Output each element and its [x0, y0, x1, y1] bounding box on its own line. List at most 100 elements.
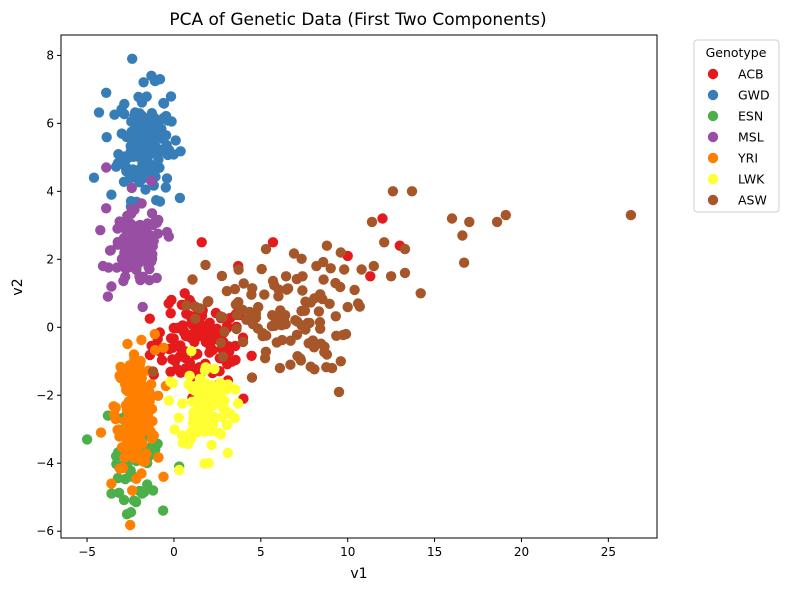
legend-marker-asw — [707, 194, 719, 206]
data-point-lwk — [200, 362, 211, 373]
data-point-msl — [161, 226, 173, 238]
data-point-asw — [181, 300, 192, 311]
data-point-acb — [181, 308, 192, 319]
data-point-asw — [311, 260, 322, 272]
y-tick-label: 4 — [46, 184, 54, 198]
data-point-asw — [219, 326, 230, 337]
data-point-lwk — [206, 423, 218, 434]
data-point-yri — [134, 365, 145, 376]
data-point-asw — [285, 359, 296, 370]
data-point-asw — [285, 335, 296, 346]
data-point-asw — [339, 264, 350, 275]
data-point-msl — [106, 281, 117, 292]
data-point-msl — [126, 182, 137, 194]
data-point-asw — [278, 316, 289, 327]
data-point-gwd — [116, 104, 127, 115]
data-point-asw — [297, 285, 308, 296]
data-point-esn — [113, 487, 125, 498]
data-point-asw — [313, 306, 325, 317]
data-point-msl — [124, 220, 135, 232]
data-point-gwd — [88, 172, 100, 183]
data-point-asw — [231, 323, 242, 335]
legend-label-lwk: LWK — [738, 172, 765, 187]
data-point-lwk — [188, 413, 199, 424]
data-point-msl — [137, 271, 149, 282]
data-point-asw — [246, 289, 257, 300]
data-point-asw — [333, 386, 345, 398]
data-point-asw — [295, 355, 307, 366]
data-point-asw — [244, 306, 255, 318]
data-point-lwk — [209, 363, 220, 375]
data-point-msl — [137, 301, 148, 313]
data-point-asw — [349, 284, 360, 296]
data-point-gwd — [170, 135, 181, 146]
plot-frame — [60, 34, 658, 539]
data-point-asw — [366, 216, 378, 228]
data-point-yri — [136, 334, 147, 346]
data-point-gwd — [156, 145, 168, 156]
data-point-asw — [500, 209, 511, 221]
data-point-yri — [129, 392, 141, 403]
data-point-yri — [106, 478, 117, 489]
data-point-asw — [203, 296, 214, 307]
data-point-lwk — [221, 419, 233, 431]
data-point-msl — [146, 175, 157, 187]
data-point-asw — [379, 237, 390, 248]
data-point-esn — [110, 451, 122, 462]
data-point-lwk — [202, 407, 214, 418]
data-point-acb — [377, 213, 388, 224]
data-point-asw — [260, 243, 272, 255]
data-point-gwd — [101, 87, 112, 99]
data-point-yri — [117, 462, 129, 474]
data-point-gwd — [165, 91, 177, 102]
data-point-asw — [147, 366, 159, 377]
data-point-asw — [259, 289, 270, 300]
data-point-gwd — [158, 97, 169, 109]
data-point-gwd — [144, 117, 155, 128]
data-point-yri — [114, 431, 125, 442]
data-point-acb — [226, 356, 237, 367]
x-tick-label: 0 — [170, 545, 178, 559]
data-point-lwk — [207, 386, 218, 397]
data-point-yri — [149, 328, 160, 340]
data-point-gwd — [127, 53, 138, 64]
data-point-yri — [125, 381, 136, 393]
data-point-gwd — [154, 74, 166, 85]
data-point-lwk — [177, 437, 188, 448]
data-point-lwk — [232, 398, 244, 409]
x-tick-label: 10 — [340, 545, 355, 559]
data-point-yri — [146, 379, 157, 390]
data-point-gwd — [133, 165, 144, 176]
y-tick-label: −2 — [36, 388, 54, 402]
data-point-msl — [104, 245, 116, 256]
data-point-asw — [321, 240, 333, 251]
data-point-lwk — [197, 386, 209, 397]
data-point-asw — [266, 320, 278, 332]
data-point-acb — [200, 331, 212, 343]
data-point-lwk — [209, 398, 221, 409]
data-point-msl — [101, 203, 112, 214]
data-point-gwd — [160, 130, 172, 141]
data-point-asw — [330, 277, 341, 289]
data-point-gwd — [142, 150, 153, 161]
data-point-asw — [302, 317, 313, 329]
data-point-lwk — [184, 370, 195, 381]
data-point-acb — [204, 317, 215, 328]
data-point-gwd — [93, 107, 105, 118]
data-point-acb — [165, 308, 176, 319]
data-point-lwk — [216, 411, 228, 423]
data-point-asw — [458, 257, 470, 268]
data-point-yri — [122, 338, 133, 350]
data-point-acb — [156, 355, 168, 366]
data-point-yri — [137, 455, 148, 467]
x-axis-label: v1 — [350, 566, 367, 582]
data-point-lwk — [173, 412, 184, 423]
series-asw — [147, 186, 637, 398]
data-point-msl — [151, 272, 162, 284]
data-point-gwd — [161, 173, 173, 184]
data-point-msl — [144, 230, 156, 241]
data-point-asw — [464, 216, 475, 228]
legend-label-msl: MSL — [738, 130, 764, 145]
data-point-gwd — [174, 192, 186, 204]
data-point-gwd — [129, 145, 140, 156]
